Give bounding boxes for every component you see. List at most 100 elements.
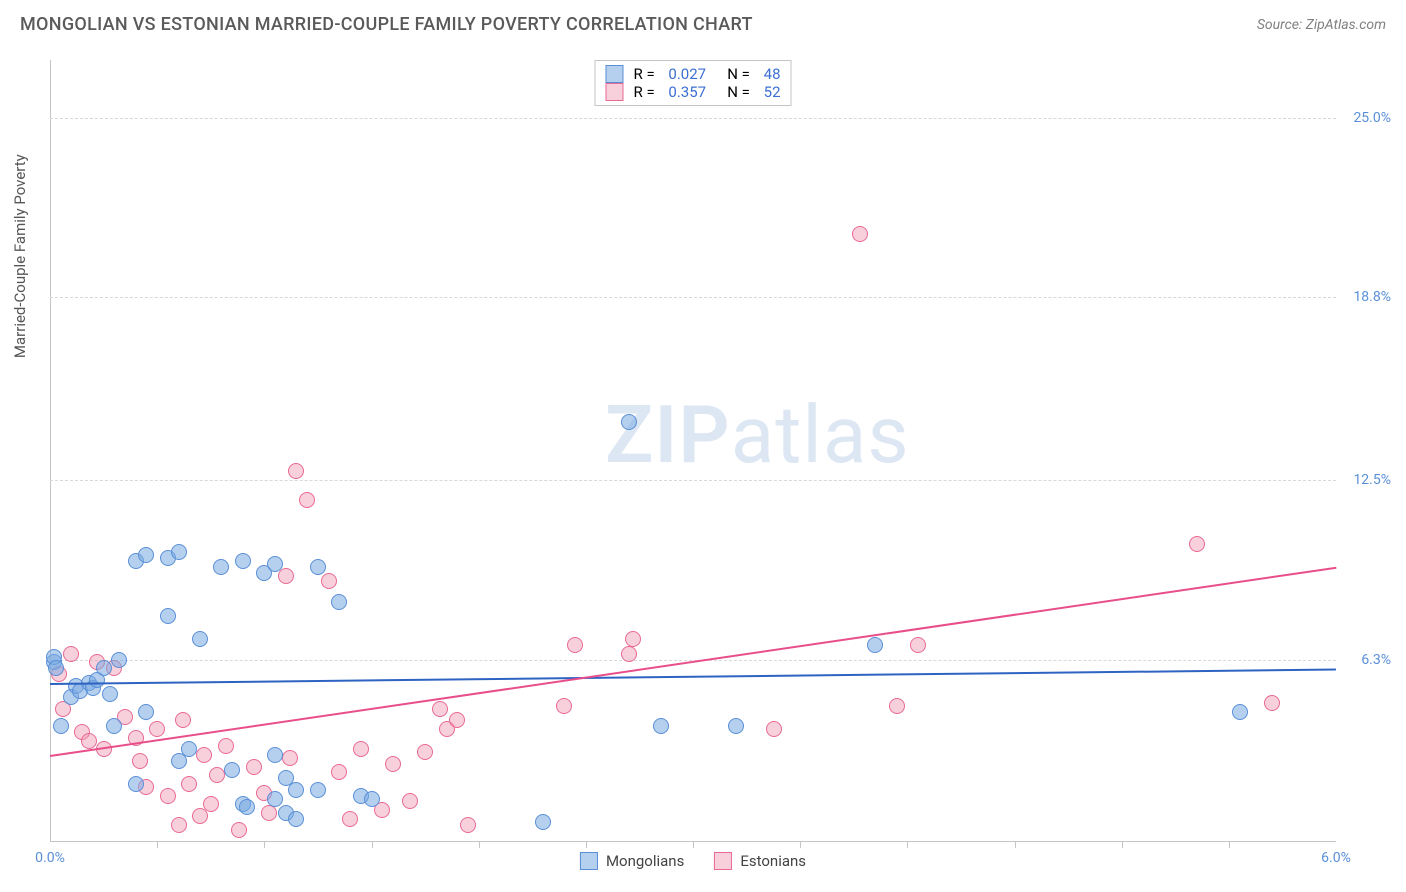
series-legend: Mongolians Estonians	[580, 852, 806, 870]
data-point-estonian	[218, 738, 234, 754]
data-point-mongolian	[138, 547, 154, 563]
data-point-estonian	[625, 631, 641, 647]
watermark-light: atlas	[731, 388, 910, 482]
data-point-mongolian	[213, 559, 229, 575]
data-point-mongolian	[621, 414, 637, 430]
data-point-estonian	[282, 750, 298, 766]
data-point-estonian	[321, 573, 337, 589]
x-tick-mark	[800, 842, 801, 848]
data-point-mongolian	[171, 544, 187, 560]
y-axis-line	[50, 60, 51, 842]
data-point-estonian	[171, 817, 187, 833]
data-point-estonian	[852, 226, 868, 242]
y-tick-label: 25.0%	[1353, 110, 1391, 126]
data-point-estonian	[1264, 695, 1280, 711]
data-point-estonian	[63, 646, 79, 662]
data-point-mongolian	[96, 660, 112, 676]
data-point-mongolian	[224, 762, 240, 778]
watermark: ZIPatlas	[605, 388, 910, 482]
data-point-mongolian	[310, 559, 326, 575]
x-tick-mark	[1122, 842, 1123, 848]
data-point-estonian	[432, 701, 448, 717]
x-tick-mark	[1015, 842, 1016, 848]
watermark-bold: ZIP	[605, 388, 731, 482]
data-point-mongolian	[239, 799, 255, 815]
data-point-estonian	[209, 767, 225, 783]
data-point-estonian	[160, 788, 176, 804]
series-legend-item: Mongolians	[580, 852, 684, 870]
y-axis-label: Married-Couple Family Poverty	[11, 154, 29, 358]
data-point-estonian	[556, 698, 572, 714]
chart-title: MONGOLIAN VS ESTONIAN MARRIED-COUPLE FAM…	[20, 14, 753, 35]
data-point-mongolian	[267, 747, 283, 763]
series-legend-item: Estonians	[714, 852, 806, 870]
x-tick-mark	[693, 842, 694, 848]
n-label: N =	[716, 83, 754, 101]
y-tick-label: 18.8%	[1353, 289, 1391, 305]
data-point-mongolian	[235, 553, 251, 569]
n-label: N =	[716, 65, 754, 83]
x-tick-mark	[264, 842, 265, 848]
data-point-estonian	[331, 764, 347, 780]
data-point-estonian	[621, 646, 637, 662]
x-tick-mark	[372, 842, 373, 848]
trendline-estonian	[50, 567, 1336, 757]
data-point-mongolian	[267, 791, 283, 807]
data-point-mongolian	[288, 811, 304, 827]
data-point-estonian	[417, 744, 433, 760]
x-tick-mark	[907, 842, 908, 848]
y-tick-label: 12.5%	[1353, 472, 1391, 488]
x-tick-mark	[1229, 842, 1230, 848]
data-point-estonian	[149, 721, 165, 737]
chart-container: ZIPatlas R = 0.027 N = 48R = 0.357 N = 5…	[50, 60, 1336, 842]
legend-swatch	[714, 852, 732, 870]
data-point-mongolian	[1232, 704, 1248, 720]
data-point-estonian	[353, 741, 369, 757]
x-tick-mark	[479, 842, 480, 848]
r-label: R =	[633, 65, 658, 83]
x-tick-mark	[157, 842, 158, 848]
data-point-estonian	[81, 733, 97, 749]
x-tick-mark	[586, 842, 587, 848]
data-point-estonian	[299, 492, 315, 508]
data-point-estonian	[288, 463, 304, 479]
data-point-mongolian	[53, 718, 69, 734]
data-point-estonian	[1189, 536, 1205, 552]
stats-row: R = 0.357 N = 52	[605, 83, 780, 101]
legend-swatch	[580, 852, 598, 870]
data-point-estonian	[460, 817, 476, 833]
data-point-mongolian	[728, 718, 744, 734]
data-point-mongolian	[867, 637, 883, 653]
data-point-mongolian	[138, 704, 154, 720]
r-value: 0.027	[668, 65, 706, 83]
gridline-horizontal	[50, 297, 1336, 298]
plot-area: ZIPatlas R = 0.027 N = 48R = 0.357 N = 5…	[50, 60, 1336, 842]
data-point-mongolian	[128, 776, 144, 792]
data-point-mongolian	[106, 718, 122, 734]
data-point-estonian	[181, 776, 197, 792]
data-point-estonian	[402, 793, 418, 809]
n-value: 48	[764, 65, 781, 83]
data-point-estonian	[889, 698, 905, 714]
x-tick-label: 6.0%	[1321, 850, 1351, 866]
legend-swatch	[605, 83, 623, 101]
data-point-mongolian	[160, 608, 176, 624]
gridline-horizontal	[50, 118, 1336, 119]
source-attribution: Source: ZipAtlas.com	[1257, 17, 1386, 33]
data-point-estonian	[910, 637, 926, 653]
data-point-estonian	[385, 756, 401, 772]
stats-row: R = 0.027 N = 48	[605, 65, 780, 83]
gridline-horizontal	[50, 480, 1336, 481]
data-point-mongolian	[535, 814, 551, 830]
data-point-mongolian	[48, 660, 64, 676]
data-point-estonian	[766, 721, 782, 737]
data-point-estonian	[246, 759, 262, 775]
r-value: 0.357	[668, 83, 706, 101]
data-point-mongolian	[364, 791, 380, 807]
series-label: Estonians	[740, 852, 806, 870]
series-label: Mongolians	[606, 852, 684, 870]
data-point-mongolian	[310, 782, 326, 798]
data-point-estonian	[132, 753, 148, 769]
legend-swatch	[605, 65, 623, 83]
data-point-mongolian	[111, 652, 127, 668]
